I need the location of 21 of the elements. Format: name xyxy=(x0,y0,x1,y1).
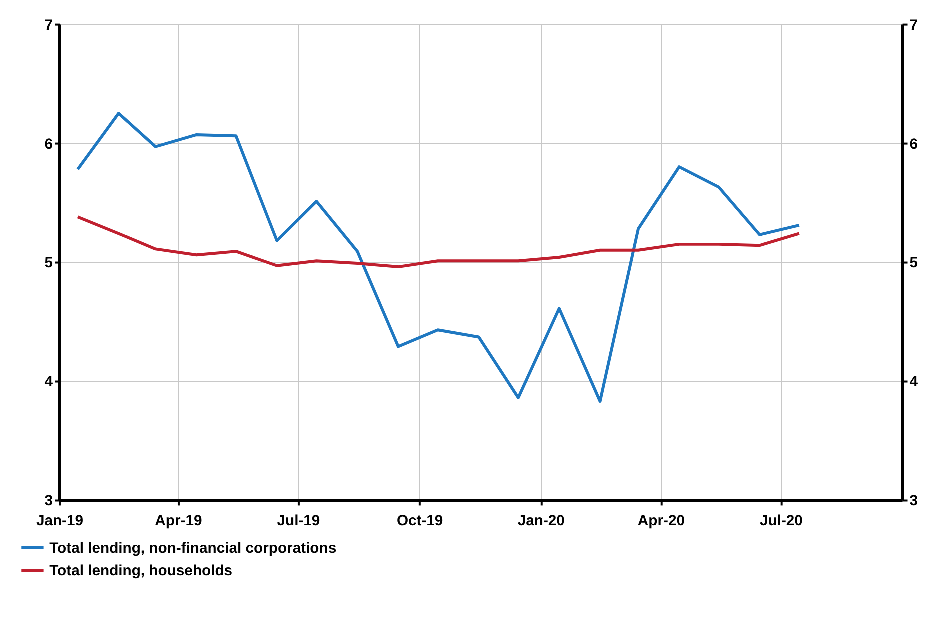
x-tick-label: Apr-19 xyxy=(155,514,202,530)
y2-tick-label: 7 xyxy=(910,18,918,34)
x-tick-label: Jan-20 xyxy=(518,514,565,530)
y-tick-label: 3 xyxy=(44,494,54,510)
y2-tick-label: 5 xyxy=(910,256,918,272)
y2-tick-label: 4 xyxy=(910,374,919,391)
y-tick-label: 6 xyxy=(44,136,54,153)
legend-label: Total lending, non-financial corporations xyxy=(50,540,337,557)
y2-tick-label: 3 xyxy=(910,494,918,510)
line-series xyxy=(76,216,801,269)
x-tick-label: Jan-19 xyxy=(36,514,84,530)
y-tick-label: 7 xyxy=(44,18,54,34)
x-tick-label: Apr-20 xyxy=(638,514,685,530)
y-tick-label: 5 xyxy=(44,256,54,272)
x-tick-label: Jul-20 xyxy=(760,514,803,530)
x-tick-label: Oct-19 xyxy=(396,514,444,530)
legend-label: Total lending, households xyxy=(50,564,233,580)
line-series xyxy=(76,112,801,403)
y2-tick-label: 6 xyxy=(910,136,918,153)
x-tick-label: Jul-19 xyxy=(277,514,320,530)
y-tick-label: 4 xyxy=(44,374,54,391)
